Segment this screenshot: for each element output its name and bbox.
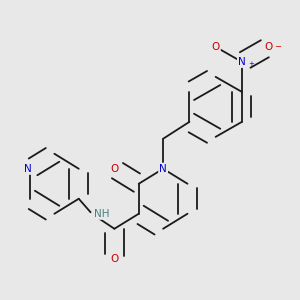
Text: O: O [110, 254, 118, 264]
Text: N: N [238, 57, 246, 67]
Text: N: N [24, 164, 32, 174]
Text: −: − [274, 42, 281, 51]
Text: O: O [264, 42, 272, 52]
Text: NH: NH [94, 209, 109, 219]
Text: O: O [212, 42, 220, 52]
Text: N: N [159, 164, 167, 174]
Text: +: + [248, 61, 254, 67]
Text: O: O [110, 164, 118, 174]
